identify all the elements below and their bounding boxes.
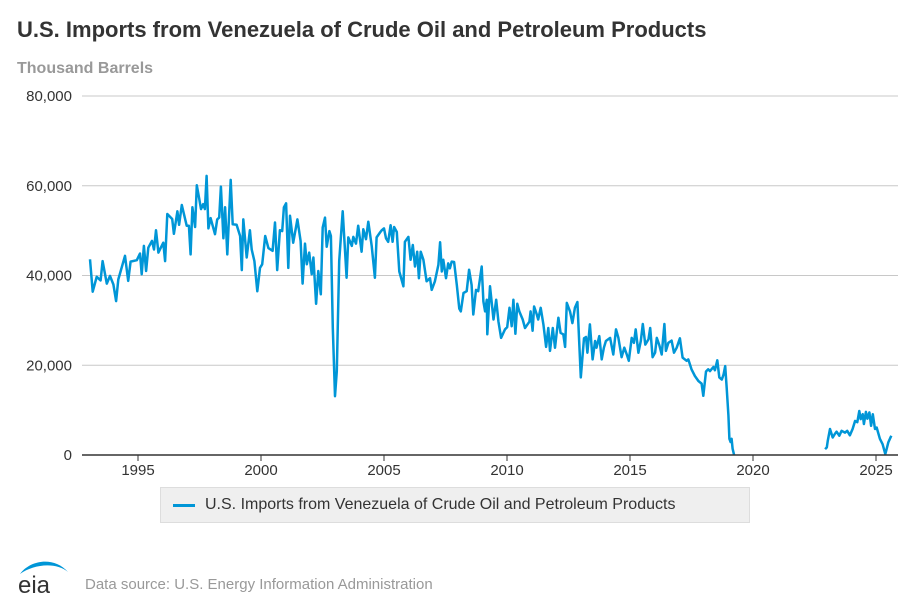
x-tick-label: 2025 — [859, 462, 892, 479]
logo-arc-icon — [20, 561, 68, 574]
y-tick-label: 80,000 — [26, 88, 72, 105]
legend-swatch — [173, 503, 195, 507]
x-tick-label: 1995 — [121, 462, 154, 479]
y-axis-unit-label: Thousand Barrels — [17, 60, 154, 77]
x-tick-label: 2020 — [736, 462, 769, 479]
eia-logo: eia — [18, 561, 68, 596]
x-tick-label: 2000 — [244, 462, 277, 479]
chart-title: U.S. Imports from Venezuela of Crude Oil… — [17, 17, 707, 42]
legend[interactable]: U.S. Imports from Venezuela of Crude Oil… — [160, 487, 750, 523]
x-tick-label: 2010 — [490, 462, 523, 479]
x-axis-ticks: 1995 2000 2005 2010 2015 2020 2025 — [121, 455, 893, 479]
x-tick-label: 2015 — [613, 462, 646, 479]
legend-label: U.S. Imports from Venezuela of Crude Oil… — [205, 496, 676, 513]
x-tick-label: 2005 — [367, 462, 400, 479]
y-axis-ticks: 0 20,000 40,000 60,000 80,000 — [26, 88, 72, 464]
data-source: Data source: U.S. Energy Information Adm… — [85, 576, 433, 593]
y-tick-label: 0 — [64, 447, 72, 464]
series-layer — [88, 174, 893, 456]
y-tick-label: 40,000 — [26, 268, 72, 285]
series-line — [88, 174, 893, 456]
y-tick-label: 20,000 — [26, 357, 72, 374]
svg-text:eia: eia — [18, 572, 51, 596]
gridlines — [82, 95, 898, 366]
y-tick-label: 60,000 — [26, 178, 72, 195]
